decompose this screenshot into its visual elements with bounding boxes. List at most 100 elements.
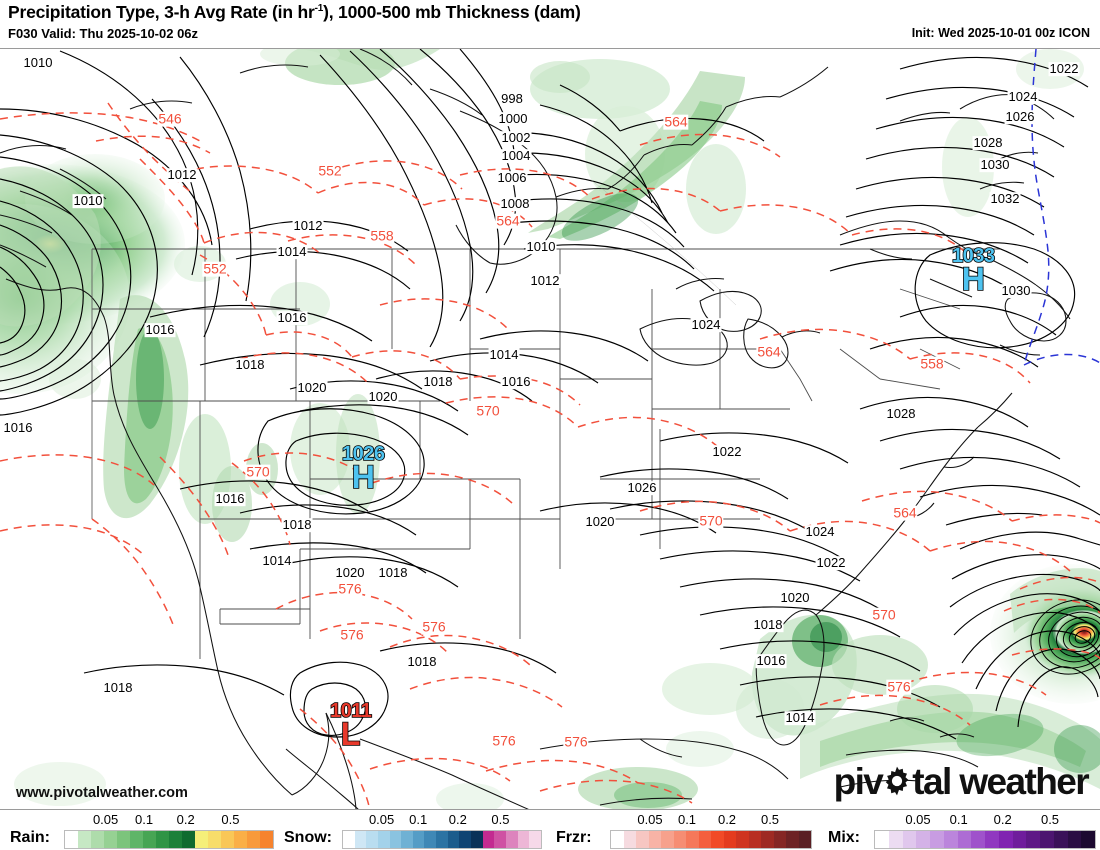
- colorbar-ticks-mix: 0.05 0.1 0.2 0.5: [874, 812, 1094, 828]
- colorbar-swatch: [482, 831, 495, 848]
- map-canvas[interactable]: 1010 1010 1012 1012 1014 1016 1016 1016 1018 1020…: [0, 48, 1100, 810]
- isobar-label: 1008: [499, 196, 531, 212]
- thickness-label: 576: [337, 580, 363, 597]
- colorbar-swatch: [529, 831, 541, 848]
- thickness-label: 564: [495, 212, 521, 229]
- pressure-center-value: 1026: [341, 443, 386, 465]
- thickness-label: 570: [871, 606, 897, 623]
- isobar-label: 1014: [261, 553, 293, 569]
- isobar-label: 1028: [972, 135, 1004, 151]
- thickness-label: 564: [756, 343, 782, 360]
- colorbar-swatch: [916, 831, 930, 848]
- isobar-label: 1010: [525, 239, 557, 255]
- colorbar-swatch: [377, 831, 390, 848]
- precipitation-shading: [0, 49, 1100, 809]
- colorbar-tick-label: 0.5: [760, 812, 780, 827]
- isobar-label: 1016: [144, 322, 176, 338]
- colorbar-swatch: [412, 831, 425, 848]
- colorbar-swatch: [943, 831, 958, 848]
- colorbar-swatch: [661, 831, 674, 848]
- colorbar-swatch: [673, 831, 686, 848]
- isobar-label: 1018: [102, 680, 134, 696]
- colorbar-swatch: [1081, 831, 1095, 848]
- colorbar-swatch: [208, 831, 221, 848]
- isobar-label: 1028: [885, 406, 917, 422]
- thickness-label: 576: [886, 678, 912, 695]
- colorbar-tick-label: 0.05: [368, 812, 395, 827]
- colorbar-rain[interactable]: [64, 830, 274, 849]
- geography-borders: [91, 248, 1000, 659]
- isobar-label: 1020: [779, 590, 811, 606]
- colorbar-swatch: [1067, 831, 1082, 848]
- colorbar-swatch: [985, 831, 999, 848]
- colorbar-swatch: [875, 831, 889, 848]
- colorbar-swatch: [234, 831, 247, 848]
- colorbar-ticks-rain: 0.05 0.1 0.2 0.5: [64, 812, 272, 828]
- thickness-label: 576: [339, 626, 365, 643]
- colorbar-mix[interactable]: [874, 830, 1096, 849]
- colorbar-swatch: [902, 831, 917, 848]
- isobar-label: 1020: [296, 380, 328, 396]
- colorbar-frzr[interactable]: [610, 830, 812, 849]
- colorbar-tick-label: 0.5: [491, 812, 510, 827]
- isobar-label: 1018: [281, 517, 313, 533]
- colorbar-swatch: [343, 831, 355, 848]
- colorbar-swatch: [182, 831, 195, 848]
- colorbar-tick-label: 0.1: [949, 812, 968, 827]
- isobar-label: 1018: [422, 374, 454, 390]
- isobar-label: 1016: [276, 310, 308, 326]
- isobar-label: 1020: [584, 514, 616, 530]
- thickness-label: 558: [919, 355, 945, 372]
- colorbar-swatch: [971, 831, 985, 848]
- colorbar-swatch: [611, 831, 624, 848]
- legend-label-frzr: Frzr:: [556, 829, 592, 846]
- page-title-text: Precipitation Type, 3-h Avg Rate (in hr: [8, 2, 315, 22]
- forecast-valid-time: F030 Valid: Thu 2025-10-02 06z: [8, 26, 199, 41]
- thickness-label: 576: [421, 618, 447, 635]
- isobar-label: 1018: [406, 654, 438, 670]
- colorbar-swatch: [130, 831, 143, 848]
- colorbar-swatch: [389, 831, 402, 848]
- isobar-label: 1014: [488, 347, 520, 363]
- colorbar-swatch: [623, 831, 636, 848]
- colorbar-swatch: [354, 831, 367, 848]
- colorbar-snow[interactable]: [342, 830, 542, 849]
- colorbar-tick-label: 0.5: [221, 812, 240, 827]
- isobar-label: 1014: [784, 710, 816, 726]
- thickness-label: 576: [563, 733, 589, 750]
- isobar-label: 1030: [979, 157, 1011, 173]
- isobar-label: 1006: [496, 170, 528, 186]
- isobar-label: 1016: [500, 374, 532, 390]
- colorbar-swatch: [104, 831, 117, 848]
- colorbar-swatch: [436, 831, 448, 848]
- colorbar-swatch: [786, 831, 799, 848]
- isobar-label: 1002: [500, 130, 532, 146]
- isobar-label: 1022: [1048, 61, 1080, 77]
- pressure-center-layer: 1033 H 1026 H 1011 L: [0, 49, 1100, 809]
- colorbar-swatch: [447, 831, 460, 848]
- colorbar-swatch: [91, 831, 104, 848]
- legend-group-frzr: Frzr: 0.05 0.1 0.2 0.5: [556, 810, 816, 850]
- legend-group-rain: Rain: 0.05 0.1 0.2 0.5: [10, 810, 278, 850]
- isobar-label: 1024: [690, 317, 722, 333]
- isobar-label-layer: 1010 1010 1012 1012 1014 1016 1016 1016 1018 1020…: [0, 49, 1100, 809]
- colorbar-swatch: [65, 831, 78, 848]
- model-init-time: Init: Wed 2025-10-01 00z ICON: [911, 26, 1090, 40]
- colorbar-swatch: [723, 831, 736, 848]
- colorbar-swatch: [711, 831, 724, 848]
- colorbar-swatch: [930, 831, 944, 848]
- colorbar-tick-label: 0.2: [717, 812, 737, 827]
- colorbar-swatch: [736, 831, 749, 848]
- colorbar-tick-label: 0.2: [448, 812, 467, 827]
- colorbar-swatch: [798, 831, 811, 848]
- legend-label-rain: Rain:: [10, 829, 50, 846]
- colorbar-swatch: [748, 831, 761, 848]
- colorbar-swatch: [505, 831, 518, 848]
- isobar-label: 1026: [1004, 109, 1036, 125]
- colorbar-tick-label: 0.2: [993, 812, 1012, 827]
- legend-group-snow: Snow: 0.05 0.1 0.2 0.5: [284, 810, 546, 850]
- colorbar-swatch: [698, 831, 711, 848]
- pressure-center-high: 1026 H: [341, 443, 386, 494]
- isobar-label: 1016: [2, 420, 34, 436]
- colorbar-swatch: [260, 831, 273, 848]
